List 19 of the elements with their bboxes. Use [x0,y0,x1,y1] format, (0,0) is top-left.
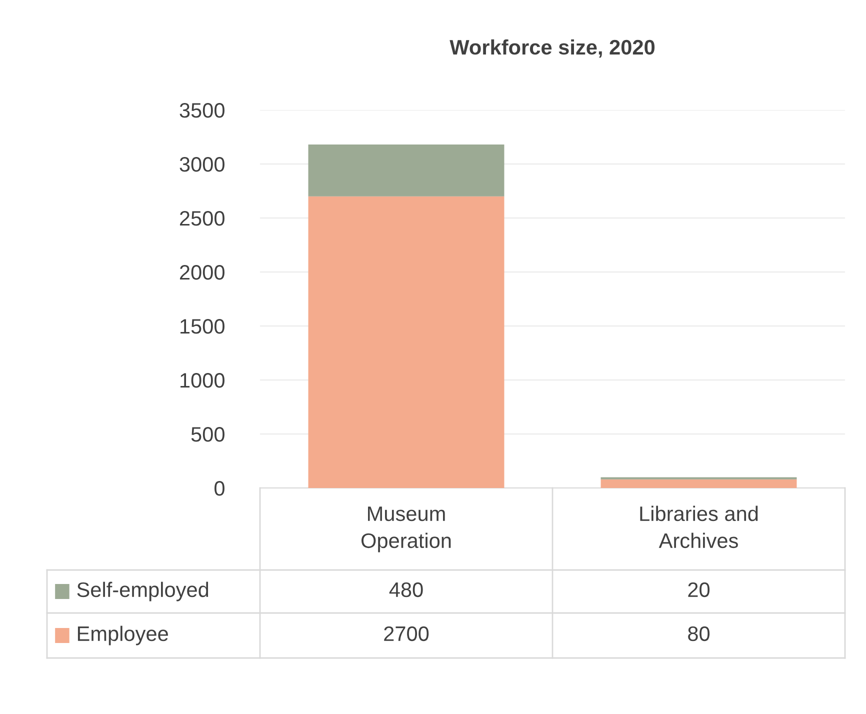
bar [308,144,504,196]
chart-title: Workforce size, 2020 [450,39,655,58]
data-label: 480 [389,582,423,598]
y-tick-label: 1000 [180,373,224,388]
y-tick-label: 0 [214,481,224,496]
y-tick-label: 1500 [180,319,224,334]
legend-label: Self-employed [77,582,208,602]
y-tick-label: 3000 [180,157,224,172]
bar [600,479,797,488]
data-label: 80 [688,626,710,642]
x-tick-label: Libraries and Archives [640,506,758,548]
y-tick-label: 2000 [180,265,224,280]
data-label: 20 [688,582,710,598]
y-tick-label: 2500 [180,211,224,226]
x-tick-label: Museum Operation [361,506,451,552]
y-tick-label: 3500 [180,103,224,118]
legend-label: Employee [78,626,168,646]
y-tick-label: 500 [191,427,224,442]
data-label: 2700 [384,626,429,642]
